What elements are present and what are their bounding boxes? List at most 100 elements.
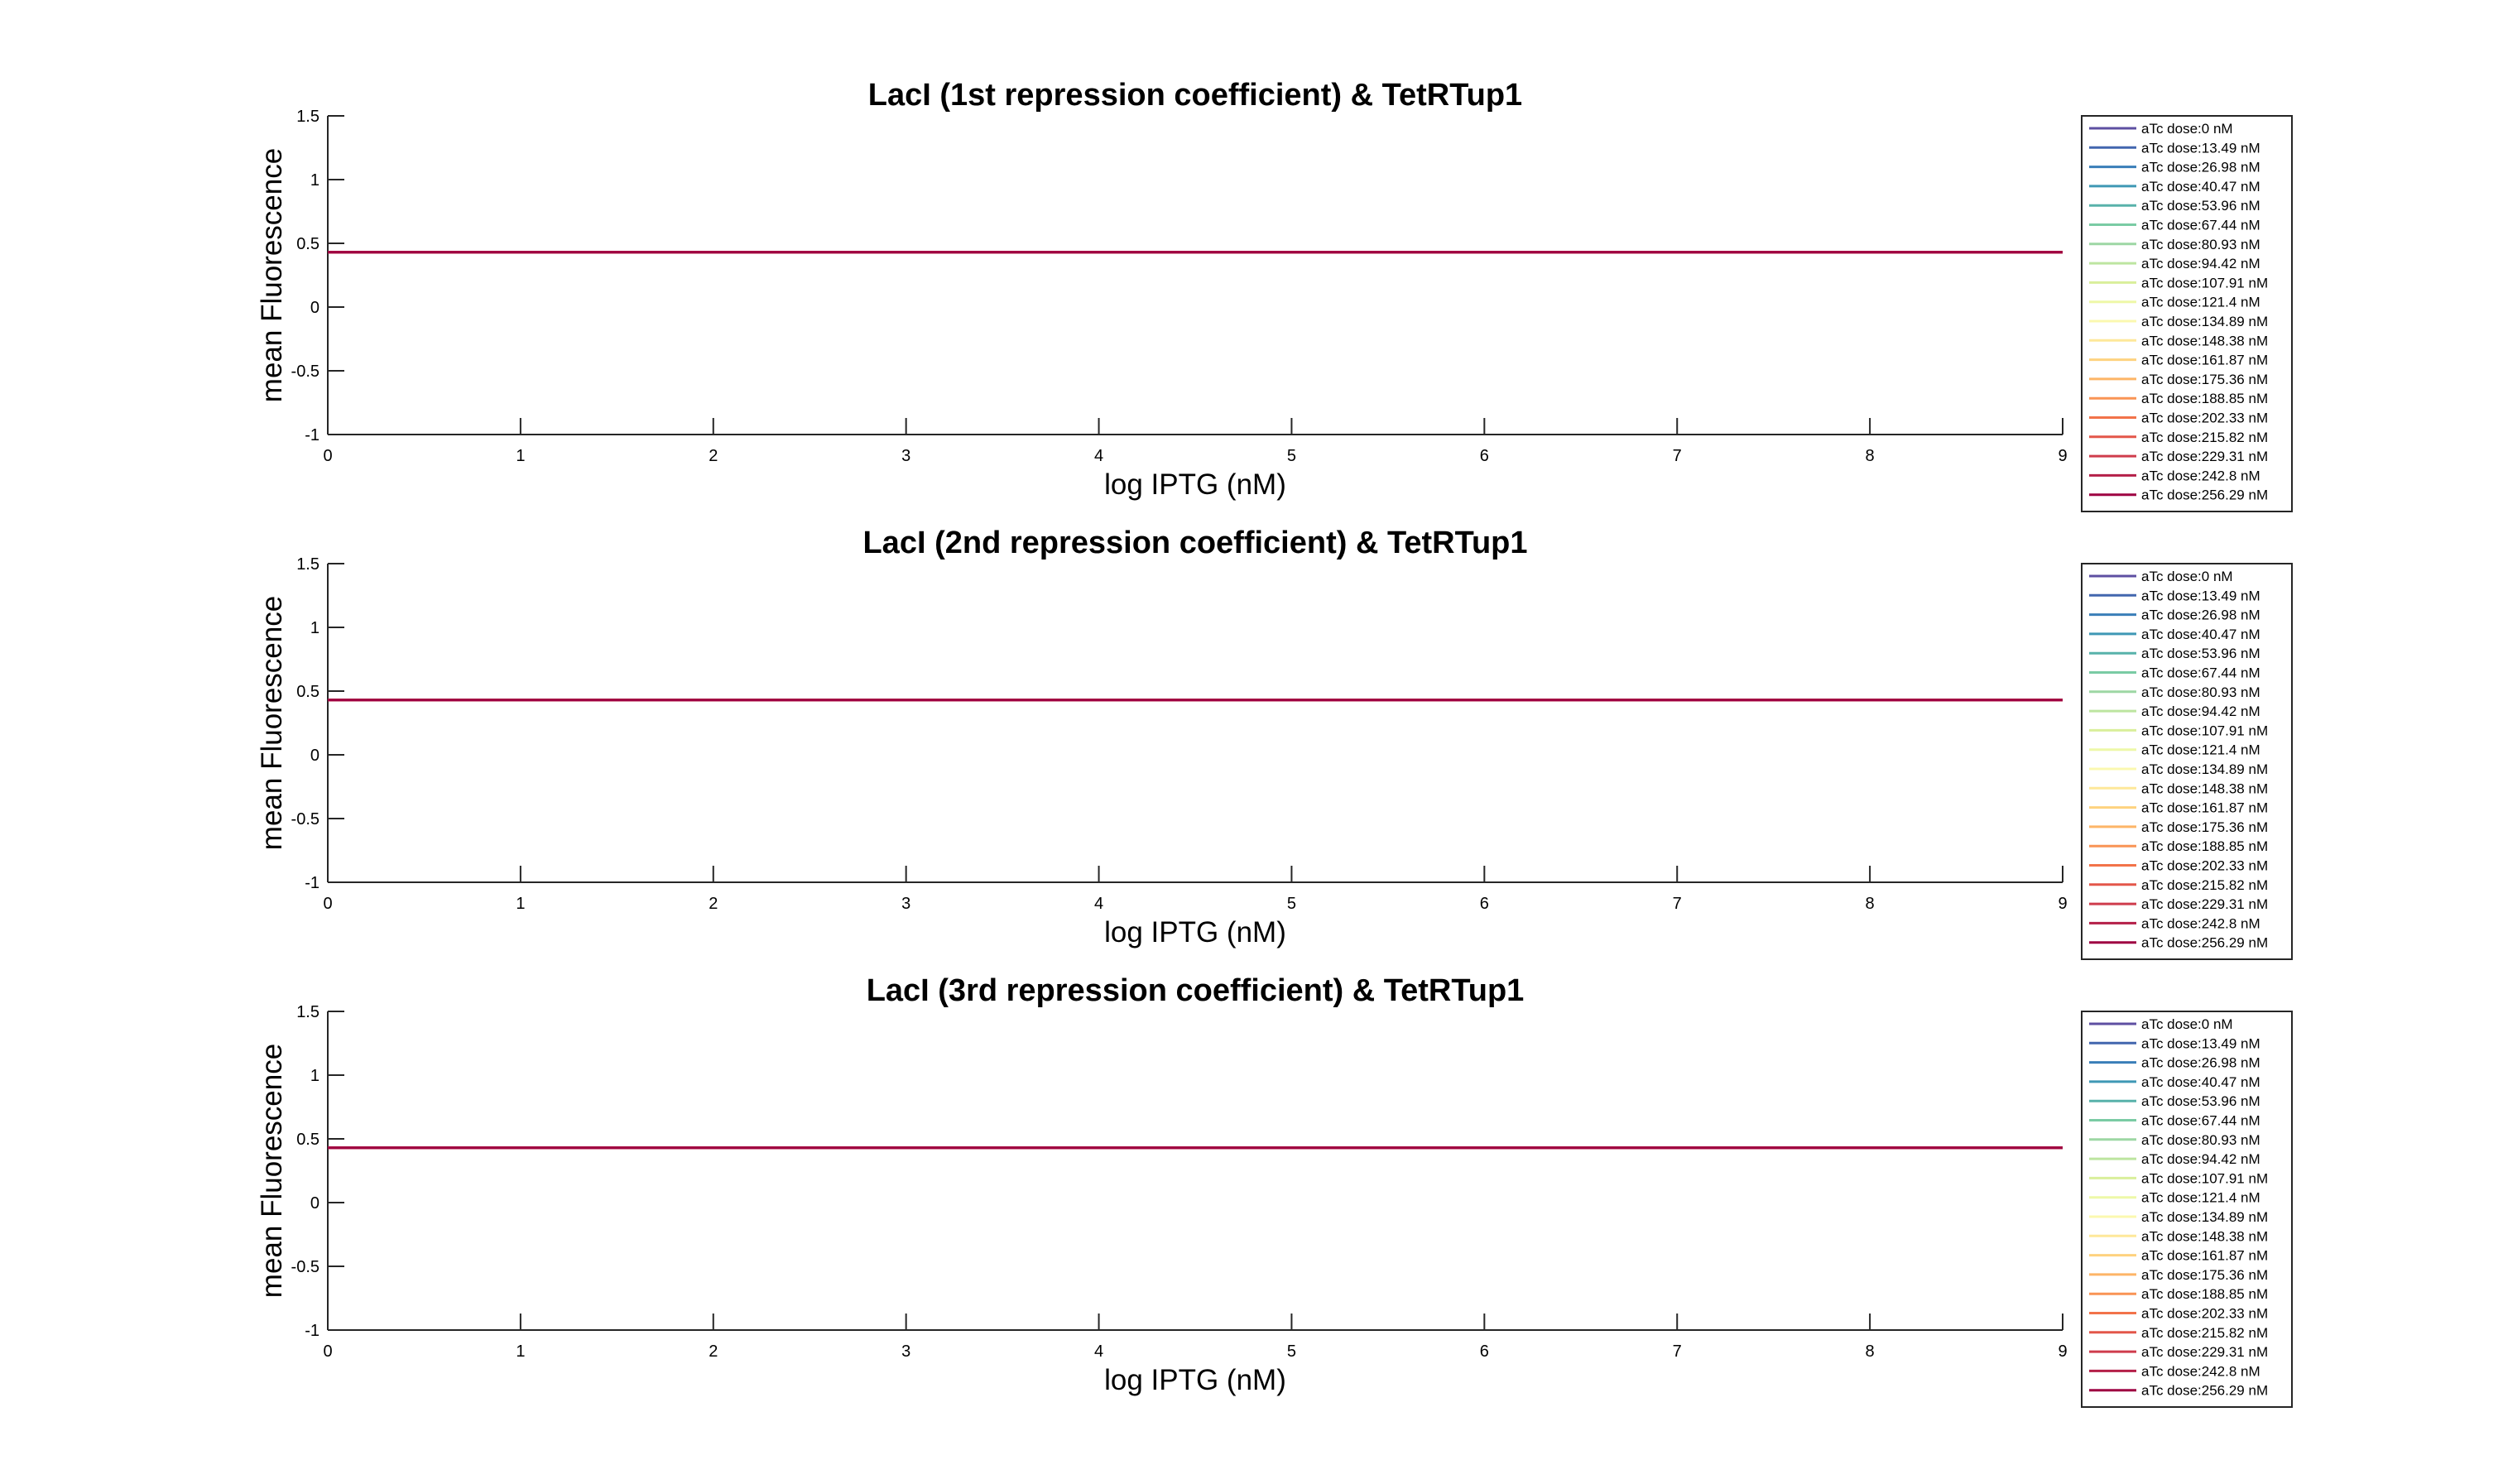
y-tick-label: 0.5 (296, 1131, 319, 1149)
legend-entry: aTc dose:53.96 nM (2141, 198, 2260, 214)
legend-entry: aTc dose:242.8 nM (2141, 1363, 2260, 1379)
legend-box (2081, 1011, 2293, 1408)
legend-entry: aTc dose:161.87 nM (2141, 800, 2268, 816)
legend-box (2081, 563, 2293, 960)
x-tick-label: 7 (1673, 1342, 1682, 1361)
legend: aTc dose:0 nM aTc dose:13.49 nM aTc dose:2… (2081, 563, 2293, 960)
legend-entry: aTc dose:40.47 nM (2141, 627, 2260, 642)
legend-entry: aTc dose:40.47 nM (2141, 1074, 2260, 1090)
legend: aTc dose:0 nM aTc dose:13.49 nM aTc dose:2… (2081, 115, 2293, 512)
x-tick-label: 3 (901, 895, 910, 913)
legend-entry: aTc dose:80.93 nM (2141, 1132, 2260, 1148)
legend: aTc dose:0 nM aTc dose:13.49 nM aTc dose:2… (2081, 1011, 2293, 1408)
legend-entry: aTc dose:67.44 nM (2141, 665, 2260, 681)
y-tick-label: 1 (310, 171, 319, 190)
x-tick-label: 8 (1866, 1342, 1875, 1361)
legend-entry: aTc dose:188.85 nM (2141, 1286, 2268, 1302)
legend-entry: aTc dose:107.91 nM (2141, 723, 2268, 738)
legend-entry: aTc dose:229.31 nM (2141, 449, 2268, 464)
y-tick-label: 1.5 (296, 555, 319, 574)
x-tick-label: 0 (323, 1342, 332, 1361)
legend-entry: aTc dose:0 nM (2141, 569, 2233, 584)
legend-entry: aTc dose:40.47 nM (2141, 179, 2260, 195)
y-tick-label: 1 (310, 1067, 319, 1085)
legend-entry: aTc dose:188.85 nM (2141, 391, 2268, 406)
legend-entry: aTc dose:134.89 nM (2141, 1209, 2268, 1225)
legend-entry: aTc dose:13.49 nM (2141, 1035, 2260, 1051)
x-axis-label: log IPTG (nM) (1104, 468, 1286, 501)
chart-panel-3: LacI (3rd repression coefficient) & TetR… (256, 973, 2293, 1408)
x-tick-label: 8 (1866, 447, 1875, 465)
legend-entry: aTc dose:229.31 nM (2141, 1344, 2268, 1360)
y-tick-label: 1.5 (296, 108, 319, 126)
x-tick-label: 4 (1094, 447, 1103, 465)
x-tick-label: 6 (1480, 1342, 1489, 1361)
y-tick-label: 0 (310, 299, 319, 317)
x-tick-label: 7 (1673, 895, 1682, 913)
legend-entry: aTc dose:148.38 nM (2141, 333, 2268, 348)
chart-panel-1: LacI (1st repression coefficient) & TetR… (256, 78, 2293, 512)
y-tick-label: -0.5 (291, 363, 319, 381)
x-tick-label: 1 (516, 447, 525, 465)
y-tick-label: -1 (305, 1322, 319, 1340)
x-tick-label: 4 (1094, 1342, 1103, 1361)
legend-entry: aTc dose:13.49 nM (2141, 588, 2260, 603)
legend-entry: aTc dose:256.29 nM (2141, 1383, 2268, 1399)
legend-entry: aTc dose:13.49 nM (2141, 140, 2260, 156)
x-tick-label: 0 (323, 447, 332, 465)
legend-entry: aTc dose:94.42 nM (2141, 1151, 2260, 1167)
legend-entry: aTc dose:161.87 nM (2141, 353, 2268, 368)
legend-entry: aTc dose:94.42 nM (2141, 256, 2260, 271)
x-axis-label: log IPTG (nM) (1104, 1364, 1286, 1396)
y-tick-label: 0 (310, 747, 319, 765)
legend-entry: aTc dose:175.36 nM (2141, 1267, 2268, 1283)
y-tick-label: 0.5 (296, 235, 319, 253)
legend-entry: aTc dose:161.87 nM (2141, 1248, 2268, 1264)
x-tick-label: 7 (1673, 447, 1682, 465)
legend-entry: aTc dose:134.89 nM (2141, 761, 2268, 777)
x-axis-label: log IPTG (nM) (1104, 916, 1286, 949)
legend-entry: aTc dose:148.38 nM (2141, 780, 2268, 796)
chart-title: LacI (1st repression coefficient) & TetR… (868, 78, 1522, 113)
legend-entry: aTc dose:215.82 nM (2141, 430, 2268, 445)
x-tick-label: 9 (2058, 895, 2067, 913)
x-tick-label: 2 (709, 1342, 718, 1361)
legend-entry: aTc dose:215.82 nM (2141, 877, 2268, 893)
y-tick-label: -1 (305, 874, 319, 892)
y-axis-label: mean Fluorescence (256, 596, 288, 850)
legend-entry: aTc dose:202.33 nM (2141, 1306, 2268, 1322)
y-axis-label: mean Fluorescence (256, 1044, 288, 1298)
legend-entry: aTc dose:215.82 nM (2141, 1325, 2268, 1341)
y-tick-label: 1.5 (296, 1003, 319, 1021)
x-tick-label: 2 (709, 895, 718, 913)
x-tick-label: 9 (2058, 447, 2067, 465)
legend-entry: aTc dose:175.36 nM (2141, 372, 2268, 387)
legend-entry: aTc dose:229.31 nM (2141, 896, 2268, 912)
y-axis-label: mean Fluorescence (256, 148, 288, 402)
chart-title: LacI (2nd repression coefficient) & TetR… (862, 526, 1527, 560)
y-tick-label: 0.5 (296, 683, 319, 701)
legend-entry: aTc dose:107.91 nM (2141, 275, 2268, 291)
legend-entry: aTc dose:121.4 nM (2141, 742, 2260, 758)
legend-entry: aTc dose:121.4 nM (2141, 1190, 2260, 1206)
y-tick-label: -1 (305, 426, 319, 444)
legend-entry: aTc dose:107.91 nM (2141, 1170, 2268, 1186)
chart-title: LacI (3rd repression coefficient) & TetR… (867, 973, 1525, 1008)
x-tick-label: 5 (1287, 895, 1296, 913)
legend-entry: aTc dose:188.85 nM (2141, 838, 2268, 854)
legend-entry: aTc dose:67.44 nM (2141, 1113, 2260, 1129)
x-tick-label: 0 (323, 895, 332, 913)
legend-entry: aTc dose:175.36 nM (2141, 819, 2268, 835)
legend-entry: aTc dose:26.98 nM (2141, 160, 2260, 175)
x-tick-label: 2 (709, 447, 718, 465)
x-tick-label: 1 (516, 1342, 525, 1361)
legend-entry: aTc dose:256.29 nM (2141, 487, 2268, 503)
x-tick-label: 6 (1480, 895, 1489, 913)
legend-entry: aTc dose:67.44 nM (2141, 218, 2260, 233)
legend-entry: aTc dose:242.8 nM (2141, 915, 2260, 931)
legend-entry: aTc dose:26.98 nM (2141, 608, 2260, 623)
x-tick-label: 4 (1094, 895, 1103, 913)
x-tick-label: 3 (901, 1342, 910, 1361)
